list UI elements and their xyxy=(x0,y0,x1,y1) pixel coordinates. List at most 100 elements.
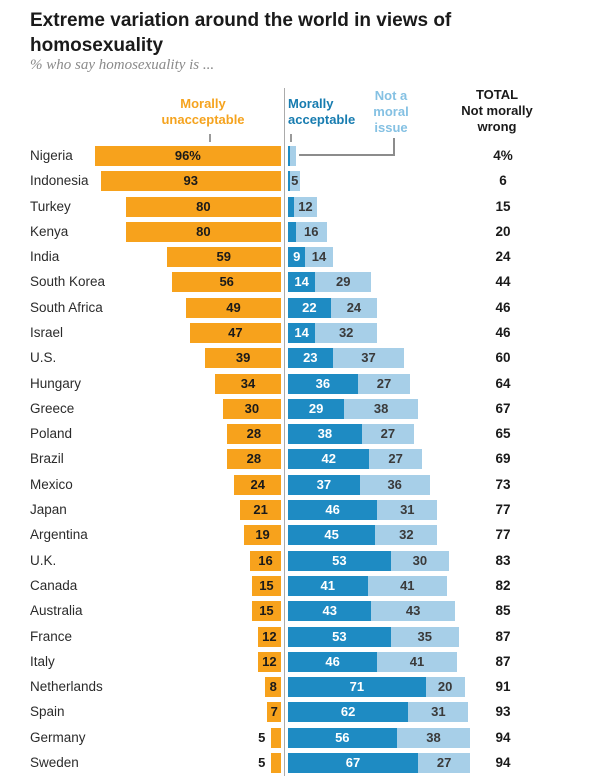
unacceptable-value: 15 xyxy=(259,577,274,593)
chart-row: Argentina 19 45 32 77 xyxy=(0,525,600,546)
not-moral-issue-value: 27 xyxy=(380,426,396,442)
total-value: 73 xyxy=(495,476,511,492)
unacceptable-value: 21 xyxy=(253,502,268,518)
legend-morally-acceptable: Morally acceptable xyxy=(288,96,388,128)
chart-row: U.S. 39 23 37 60 xyxy=(0,348,600,369)
total-value: 94 xyxy=(495,754,511,770)
total-value: 60 xyxy=(495,350,511,366)
unacceptable-value: 5 xyxy=(258,754,266,770)
not-moral-issue-bar xyxy=(417,752,471,773)
legend-total-line3: wrong xyxy=(477,119,517,134)
not-moral-issue-bar xyxy=(295,221,327,242)
country-label: Germany xyxy=(30,729,86,745)
not-moral-issue-bar xyxy=(305,247,333,268)
chart-title: Extreme variation around the world in vi… xyxy=(30,10,452,56)
acceptable-bar xyxy=(288,626,391,647)
unacceptable-value: 7 xyxy=(270,704,278,720)
not-moral-issue-bar xyxy=(377,651,457,672)
chart-row: Australia 15 43 43 85 xyxy=(0,601,600,622)
legend-notmoral-line1: Not a xyxy=(374,88,408,103)
not-moral-issue-bar xyxy=(315,272,372,293)
unacceptable-tick-mark xyxy=(209,134,211,142)
total-value: 87 xyxy=(495,628,511,644)
unacceptable-value: 12 xyxy=(262,653,277,669)
acceptable-value: 23 xyxy=(303,350,318,366)
country-label: U.S. xyxy=(30,350,57,366)
chart-row: Netherlands 8 71 20 91 xyxy=(0,677,600,698)
acceptable-value: 38 xyxy=(317,426,333,442)
callout-line-vertical xyxy=(393,138,395,156)
country-label: Poland xyxy=(30,426,73,442)
acceptable-value: 71 xyxy=(349,679,365,695)
not-moral-issue-value: 41 xyxy=(409,653,425,669)
unacceptable-bar xyxy=(240,500,281,521)
total-value: 24 xyxy=(495,249,511,265)
not-moral-issue-bar xyxy=(293,196,318,217)
acceptable-value: 56 xyxy=(335,729,350,745)
total-value: 83 xyxy=(495,552,511,568)
legend-not-a-moral-issue: Not a moral issue xyxy=(351,88,431,136)
not-moral-issue-value: 29 xyxy=(336,274,351,290)
acceptable-bar xyxy=(288,247,306,268)
acceptable-value: 46 xyxy=(325,502,340,518)
chart-row: Poland 28 38 27 65 xyxy=(0,424,600,445)
acceptable-bar xyxy=(288,702,409,723)
not-moral-issue-value: 5 xyxy=(291,173,299,189)
unacceptable-value: 80 xyxy=(196,223,211,239)
not-moral-issue-value: 20 xyxy=(437,679,453,695)
unacceptable-bar xyxy=(189,323,281,344)
acceptable-value: 43 xyxy=(322,603,337,619)
not-moral-issue-bar xyxy=(371,601,455,622)
chart-row: Italy 12 46 41 87 xyxy=(0,651,600,672)
unacceptable-value: 39 xyxy=(235,350,251,366)
not-moral-issue-value: 43 xyxy=(405,603,421,619)
not-moral-issue-value: 32 xyxy=(338,325,354,341)
unacceptable-bar xyxy=(205,348,281,369)
not-moral-issue-bar xyxy=(375,525,438,546)
acceptable-value: 36 xyxy=(315,375,331,391)
not-moral-issue-bar xyxy=(289,171,300,192)
not-moral-issue-bar xyxy=(408,702,469,723)
chart-row: France 12 53 35 87 xyxy=(0,626,600,647)
country-label: Greece xyxy=(30,400,75,416)
total-value: 67 xyxy=(495,400,511,416)
country-label: U.K. xyxy=(30,552,57,568)
not-moral-issue-value: 41 xyxy=(400,577,415,593)
acceptable-value: 37 xyxy=(316,476,332,492)
acceptable-value: 14 xyxy=(294,325,309,341)
acceptable-bar xyxy=(288,525,376,546)
not-moral-issue-value: 27 xyxy=(436,754,452,770)
legend-total-not-morally-wrong: TOTAL Not morally wrong xyxy=(437,87,557,135)
unacceptable-bar xyxy=(226,424,281,445)
country-label: Nigeria xyxy=(30,148,73,163)
acceptable-bar xyxy=(288,449,370,470)
country-label: Israel xyxy=(30,325,64,341)
unacceptable-bar xyxy=(251,575,281,596)
legend-acceptable-line2: acceptable xyxy=(288,112,356,127)
acceptable-tick-mark xyxy=(290,134,292,142)
not-moral-issue-value: 31 xyxy=(400,502,415,518)
legend-unacceptable-line1: Morally xyxy=(180,96,226,111)
chart-row: Japan 21 46 31 77 xyxy=(0,500,600,521)
country-label: Indonesia xyxy=(30,173,89,189)
unacceptable-bar xyxy=(166,247,281,268)
legend-notmoral-line3: issue xyxy=(374,120,408,135)
total-value: 91 xyxy=(495,679,511,695)
total-value: 44 xyxy=(495,274,511,290)
acceptable-value: 42 xyxy=(321,451,336,467)
not-moral-issue-bar xyxy=(396,727,471,748)
acceptable-bar xyxy=(288,373,358,394)
unacceptable-value: 16 xyxy=(258,552,273,568)
acceptable-value: 22 xyxy=(302,299,317,315)
axis-divider-line xyxy=(284,88,285,776)
chart-row: Indonesia 93 5 6 xyxy=(0,171,600,192)
total-value: 77 xyxy=(495,527,511,543)
not-moral-issue-bar xyxy=(332,348,405,369)
not-moral-issue-bar xyxy=(357,373,411,394)
country-label: France xyxy=(30,628,73,644)
acceptable-bar xyxy=(288,727,397,748)
not-moral-issue-value: 32 xyxy=(399,527,414,543)
total-value: 77 xyxy=(495,502,511,518)
chart-row: Hungary 34 36 27 64 xyxy=(0,373,600,394)
acceptable-value: 53 xyxy=(332,628,347,644)
